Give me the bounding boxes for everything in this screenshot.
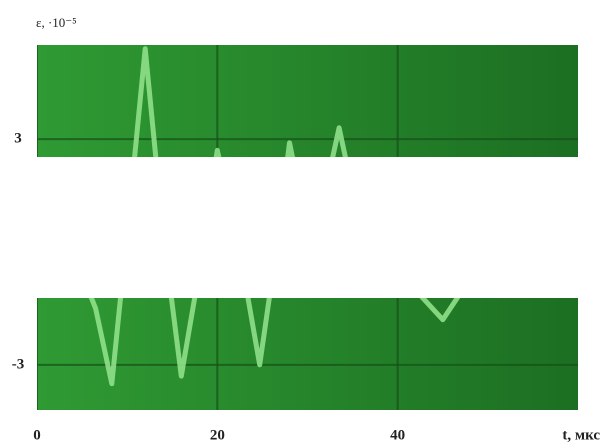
x-tick-label: 20 <box>210 427 225 443</box>
y-axis-label: ε, ·10⁻⁵ <box>36 15 77 30</box>
y-tick-label: -3 <box>12 356 25 372</box>
chart: ε, ·10⁻⁵ t, мкс 3 -3 0 20 40 <box>0 0 600 445</box>
x-tick-label: 40 <box>390 427 405 443</box>
x-axis-label: t, мкс <box>562 427 600 443</box>
scope-strip-top <box>37 45 578 157</box>
x-tick-label: 0 <box>33 427 41 443</box>
y-tick-label: 3 <box>14 131 22 147</box>
